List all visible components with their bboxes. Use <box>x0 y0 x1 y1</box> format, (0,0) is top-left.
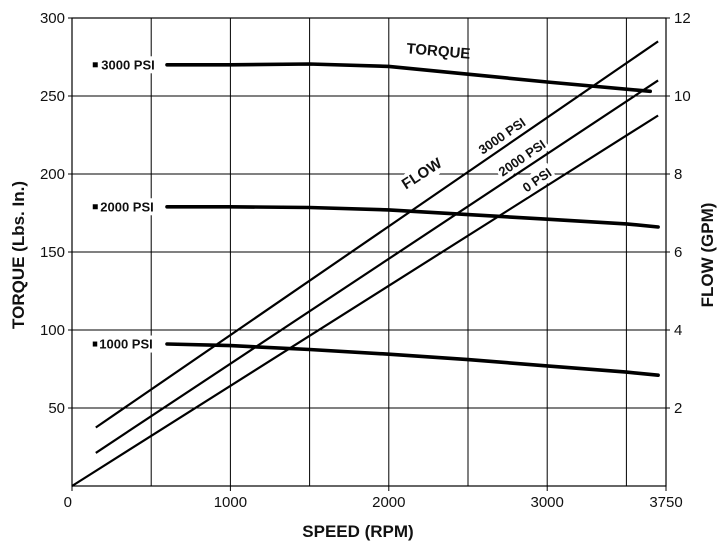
y-right-tick-label: 12 <box>674 10 691 27</box>
y-right-tick-label: 10 <box>674 88 691 105</box>
y-left-tick-label: 100 <box>40 322 65 339</box>
y-axis-right-title: FLOW (GPM) <box>698 203 717 308</box>
torque-line-1000-psi <box>165 342 660 377</box>
label-background <box>99 56 157 74</box>
torque-label-marker <box>92 341 98 347</box>
torque-label-marker <box>92 62 98 68</box>
torque-line-2000-psi <box>165 205 660 229</box>
torque-line-3000-psi <box>165 62 652 94</box>
torque-3000-psi-label: 3000 PSI <box>101 57 155 72</box>
torque-caption: TORQUE <box>406 40 471 63</box>
torque-series-group <box>92 62 660 377</box>
torque-1000-psi-label: 1000 PSI <box>99 337 153 352</box>
x-tick-label: 0 <box>64 494 72 511</box>
flow-line-0-psi <box>71 114 659 487</box>
x-axis-title: SPEED (RPM) <box>302 522 413 541</box>
torque-2000-psi-label: 2000 PSI <box>100 199 154 214</box>
label-background <box>98 198 156 216</box>
grid-lines <box>72 18 666 486</box>
y-right-tick-label: 4 <box>674 322 682 339</box>
flow-line-3000-psi <box>95 40 659 429</box>
label-background <box>473 112 531 160</box>
label-background <box>396 152 449 196</box>
x-tick-label: 2000 <box>372 494 405 511</box>
y-left-tick-label: 150 <box>40 244 65 261</box>
y-left-tick-label: 250 <box>40 88 65 105</box>
y-left-tick-label: 50 <box>48 400 65 417</box>
y-right-tick-label: 8 <box>674 166 682 183</box>
y-axis-left-title: TORQUE (Lbs. In.) <box>9 181 28 329</box>
y-right-tick-label: 6 <box>674 244 682 261</box>
y-left-tick-label: 200 <box>40 166 65 183</box>
label-background <box>493 134 551 182</box>
y-right-tick-label: 2 <box>674 400 682 417</box>
flow-series-group <box>71 40 659 487</box>
x-tick-label: 3000 <box>531 494 564 511</box>
label-background <box>97 335 155 353</box>
torque-label-marker <box>92 204 98 210</box>
x-tick-label: 3750 <box>649 494 682 511</box>
label-background <box>517 162 557 198</box>
y-left-tick-label: 300 <box>40 10 65 27</box>
tick-labels: 0 1000 2000 3000 3750 50 100 150 200 250 300 2 4 6 8 10… <box>40 10 691 511</box>
flow-line-2000-psi <box>95 79 659 454</box>
x-tick-label: 1000 <box>214 494 247 511</box>
